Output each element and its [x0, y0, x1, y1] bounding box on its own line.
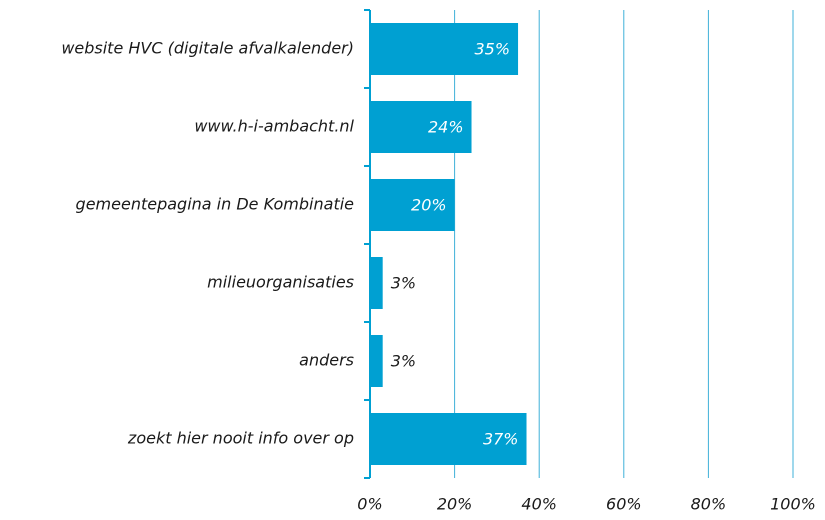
data-label: 35% — [474, 40, 510, 59]
x-tick-label: 60% — [606, 495, 642, 514]
y-tick-label: anders — [299, 351, 354, 370]
x-tick-label: 100% — [770, 495, 816, 514]
y-tick-label: website HVC (digitale afvalkalender) — [61, 39, 354, 58]
bar — [370, 257, 383, 309]
x-tick-label: 40% — [521, 495, 557, 514]
y-tick-label: gemeentepagina in De Kombinatie — [76, 195, 355, 214]
data-label: 3% — [391, 352, 416, 371]
x-tick-label: 0% — [357, 495, 382, 514]
y-tick-label: milieuorganisaties — [207, 273, 354, 292]
bar — [370, 101, 472, 153]
y-tick-label: www.h-i-ambacht.nl — [194, 117, 354, 136]
data-label: 37% — [483, 430, 519, 449]
bar — [370, 179, 455, 231]
bar — [370, 23, 519, 75]
data-label: 24% — [428, 118, 464, 137]
data-label: 20% — [411, 196, 447, 215]
data-label: 3% — [391, 274, 416, 293]
bar — [370, 335, 383, 387]
x-tick-label: 20% — [437, 495, 473, 514]
x-tick-label: 80% — [691, 495, 727, 514]
y-tick-label: zoekt hier nooit info over op — [127, 429, 354, 448]
bar — [370, 413, 527, 465]
